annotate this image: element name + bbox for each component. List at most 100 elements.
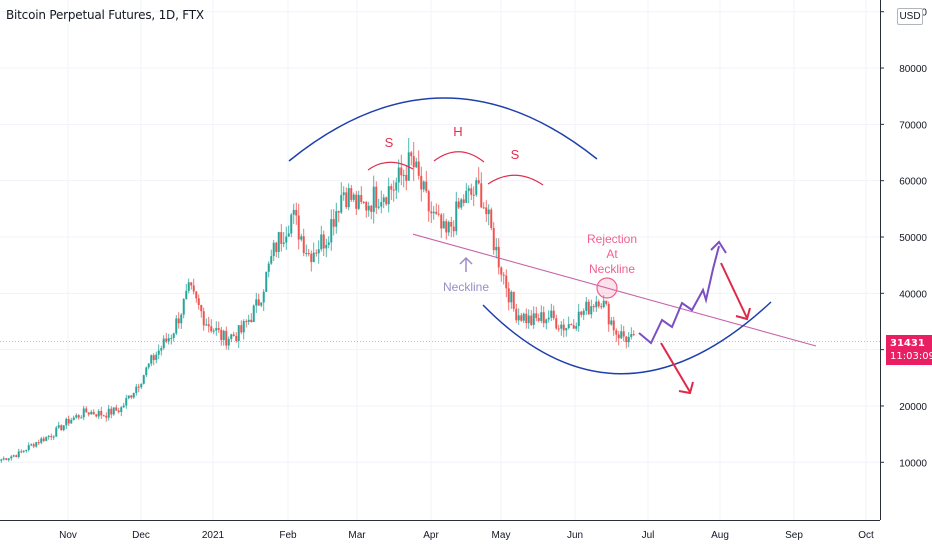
candle-body [117, 410, 120, 413]
candle-body [217, 328, 220, 330]
y-tick-label: 70000 [899, 120, 927, 131]
candle-body [90, 411, 93, 415]
candle-body [412, 156, 415, 168]
candle-body [352, 194, 355, 200]
candle-body [567, 324, 570, 329]
candle-body [605, 300, 608, 304]
candle-body [625, 336, 628, 343]
candle-body [92, 411, 95, 415]
candle-body [32, 444, 35, 447]
candle-body [630, 334, 633, 337]
candle-body [202, 311, 205, 326]
candle-body [535, 313, 538, 319]
candle-body [502, 274, 505, 276]
candle-body [620, 331, 623, 339]
candle-body [370, 205, 373, 212]
candle-body [82, 408, 85, 418]
candle-body [95, 414, 98, 417]
retest-arrow [720, 262, 748, 319]
candle-body [307, 253, 310, 255]
x-tick-label: Feb [279, 530, 297, 541]
currency-badge[interactable]: USD [897, 8, 923, 25]
neckline-label: Neckline [443, 280, 489, 294]
candle-body [300, 236, 303, 240]
candle-body [260, 302, 263, 306]
candle-body [402, 174, 405, 176]
candle-body [585, 301, 588, 311]
candle-body [540, 312, 543, 321]
candle-body [417, 161, 420, 176]
candle-body [497, 246, 500, 268]
candle-body [30, 444, 33, 446]
candle-body [105, 415, 108, 418]
candle-body [602, 300, 605, 308]
candle-body [45, 436, 48, 441]
candle-body [592, 306, 595, 308]
head-label: H [453, 124, 462, 139]
candle-body [320, 234, 323, 250]
candle-body [247, 319, 250, 322]
candle-body [235, 335, 238, 341]
candle-body [587, 301, 590, 315]
rejection-label-line-3: Neckline [589, 262, 635, 276]
candle-body [255, 299, 258, 306]
x-tick-label: Oct [858, 530, 874, 541]
candle-body [617, 334, 620, 339]
bullish-projection-path [638, 245, 720, 345]
candle-body [175, 318, 178, 334]
y-tick-label: 40000 [899, 289, 927, 300]
candle-body [207, 324, 210, 327]
candle-body [445, 221, 448, 233]
candle-body [130, 395, 133, 398]
candle-body [395, 182, 398, 191]
candle-body [125, 398, 128, 406]
pattern-arcs [288, 97, 772, 375]
candle-body [302, 236, 305, 254]
candle-body [210, 326, 213, 332]
y-tick-label: 60000 [899, 177, 927, 188]
candle-body [342, 192, 345, 196]
chart-title: Bitcoin Perpetual Futures, 1D, FTX [6, 8, 204, 22]
candle-body [430, 211, 433, 214]
candle-body [607, 303, 610, 325]
candle-body [12, 455, 15, 457]
candle-body [37, 442, 40, 444]
candle-body [285, 236, 288, 243]
x-tick-label: Apr [423, 530, 439, 541]
candle-body [475, 180, 478, 195]
projection-arrows [638, 240, 751, 395]
candle-body [545, 319, 548, 324]
candle-body [422, 181, 425, 190]
candle-body [77, 415, 80, 418]
candle-body [230, 334, 233, 339]
candle-body [25, 449, 28, 451]
candle-body [137, 386, 140, 388]
x-tick-label: Sep [785, 530, 803, 541]
candle-body [52, 436, 55, 438]
candle-body [35, 442, 38, 447]
candle-body [110, 408, 113, 415]
candle-body [450, 221, 453, 227]
shoulder-left-label: S [385, 135, 394, 150]
candle-body [160, 348, 163, 351]
candle-body [527, 315, 530, 324]
candle-body [237, 325, 240, 341]
head-arc [433, 151, 485, 163]
candle-body [27, 445, 30, 450]
candle-body [515, 308, 518, 321]
candle-body [115, 407, 118, 411]
candle-body [615, 330, 618, 335]
candle-body [287, 233, 290, 237]
candle-body [577, 311, 580, 327]
candle-body [122, 405, 125, 408]
candle-body [145, 367, 148, 376]
candle-body [127, 395, 130, 399]
candle-body [477, 180, 480, 184]
candle-body [375, 186, 378, 208]
candle-body [17, 451, 20, 457]
candle-body [87, 412, 90, 415]
candle-body [507, 288, 510, 303]
candle-body [600, 306, 603, 308]
